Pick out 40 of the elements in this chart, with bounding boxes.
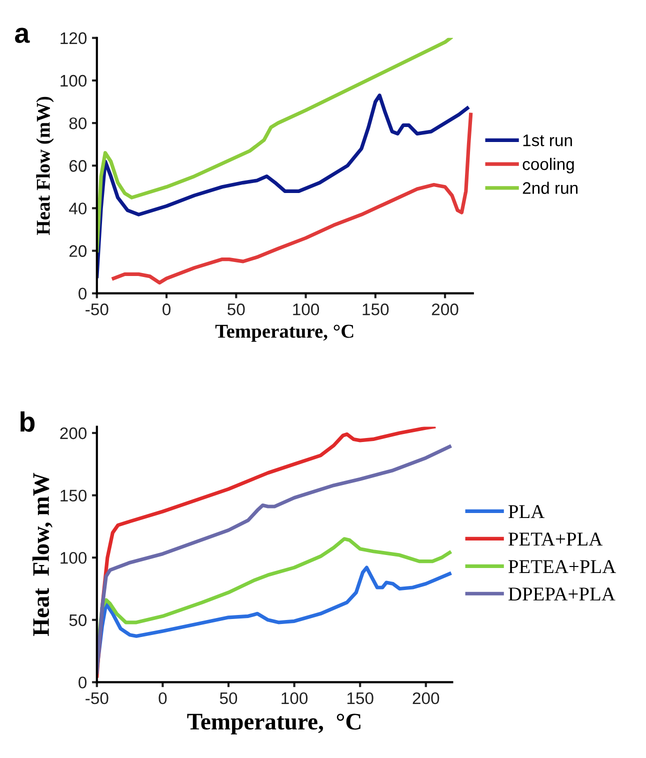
- legend-label: PETA+PLA: [508, 532, 603, 546]
- legend-label: PLA: [508, 505, 545, 518]
- y-tick-label: 60: [69, 160, 87, 172]
- legend-label: cooling: [522, 158, 574, 174]
- line-series: [96, 94, 470, 278]
- line-series: [112, 112, 473, 285]
- legend-label: PETEA+PLA: [508, 560, 616, 573]
- chart-title: b: [20, 411, 35, 432]
- y-tick-label: 100: [60, 552, 87, 564]
- chart-title: a: [15, 28, 30, 43]
- x-tick-label: 100: [293, 304, 320, 316]
- x-tick-label: 200: [432, 304, 458, 316]
- y-axis-title: Heat Flow, mW: [32, 472, 52, 636]
- y-tick-label: 20: [69, 245, 87, 257]
- y-axis-title: Heat Flow (mW): [36, 96, 54, 235]
- y-tick-label: 150: [60, 490, 87, 502]
- x-tick-label: -50: [86, 692, 108, 704]
- y-tick-label: 40: [69, 202, 87, 214]
- legend-label: DPEPA+PLA: [508, 588, 616, 600]
- x-tick-label: -50: [86, 304, 108, 316]
- legend-label: 1st run: [523, 134, 572, 146]
- y-tick-label: 0: [78, 676, 87, 688]
- x-tick-label: 50: [220, 692, 238, 704]
- x-tick-label: 150: [347, 692, 374, 704]
- x-tick-label: 50: [228, 304, 245, 316]
- line-series: [96, 38, 452, 253]
- x-tick-label: 200: [412, 692, 440, 704]
- x-tick-label: 150: [362, 304, 389, 316]
- x-tick-label: 100: [282, 692, 308, 704]
- y-tick-label: 120: [60, 32, 87, 44]
- x-tick-label: 0: [162, 304, 171, 316]
- y-tick-label: 50: [69, 614, 87, 626]
- y-tick-label: 80: [69, 117, 87, 130]
- y-tick-label: 100: [60, 74, 87, 87]
- legend-label: 2nd run: [522, 182, 578, 194]
- x-axis-title: Temperature, °C: [215, 324, 354, 342]
- x-axis-title: Temperature, °C: [187, 714, 360, 734]
- y-tick-label: 0: [78, 288, 87, 300]
- y-tick-label: 200: [60, 427, 87, 440]
- x-tick-label: 0: [158, 692, 167, 704]
